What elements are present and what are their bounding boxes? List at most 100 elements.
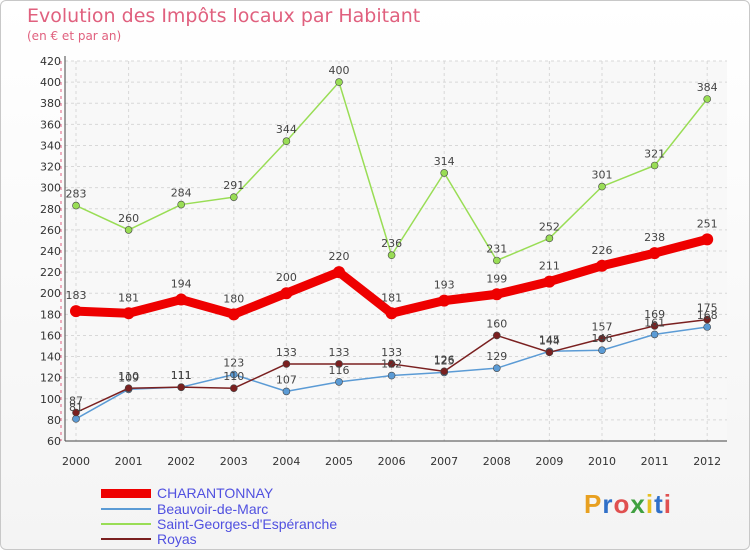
legend-label: CHARANTONNAY xyxy=(157,485,274,501)
x-tick-label: 2010 xyxy=(588,455,616,468)
data-label: 314 xyxy=(434,155,455,168)
data-point xyxy=(124,384,133,393)
data-point xyxy=(230,370,238,379)
y-tick-label: 280 xyxy=(40,203,61,216)
data-point xyxy=(335,78,343,86)
data-label: 81 xyxy=(69,401,83,414)
data-label: 260 xyxy=(118,212,139,225)
legend-item-royas: Royas xyxy=(101,531,197,547)
data-label: 144 xyxy=(539,334,560,347)
data-point xyxy=(175,293,188,306)
data-point xyxy=(492,364,501,372)
legend-swatch xyxy=(101,523,151,525)
legend-swatch xyxy=(101,538,151,540)
data-point xyxy=(72,415,80,423)
data-point xyxy=(227,308,240,321)
data-point xyxy=(70,305,82,318)
y-tick-label: 320 xyxy=(40,161,61,174)
data-label: 87 xyxy=(69,395,83,408)
data-label: 384 xyxy=(697,81,718,94)
x-tick-label: 2003 xyxy=(220,455,248,468)
data-label: 283 xyxy=(66,188,87,201)
data-label: 400 xyxy=(329,64,350,77)
y-tick-label: 420 xyxy=(40,55,61,68)
data-point xyxy=(650,330,659,339)
data-label: 107 xyxy=(276,373,297,386)
legend-label: Saint-Georges-d'Espéranche xyxy=(157,516,338,532)
data-point xyxy=(333,266,345,279)
data-point xyxy=(703,95,712,103)
x-tick-label: 2011 xyxy=(641,455,669,468)
data-label: 252 xyxy=(539,220,560,233)
data-point xyxy=(335,378,343,386)
logo-letter: o xyxy=(613,489,631,519)
data-point xyxy=(72,201,80,210)
data-label: 199 xyxy=(486,272,507,285)
data-label: 133 xyxy=(276,346,297,359)
data-label: 169 xyxy=(644,308,665,321)
legend-item-charantonnay: CHARANTONNAY xyxy=(101,485,273,501)
x-tick-label: 2004 xyxy=(272,455,300,468)
data-label: 220 xyxy=(329,250,350,263)
data-point xyxy=(701,233,714,246)
y-tick-label: 400 xyxy=(40,76,61,89)
data-label: 238 xyxy=(644,231,665,244)
data-label: 168 xyxy=(697,309,718,322)
data-label: 200 xyxy=(276,271,297,284)
legend-swatch xyxy=(101,488,151,498)
x-tick-label: 2008 xyxy=(483,455,511,468)
data-label: 123 xyxy=(223,357,244,370)
data-label: 129 xyxy=(486,350,507,363)
x-tick-label: 2012 xyxy=(693,455,721,468)
data-point xyxy=(598,346,606,355)
x-tick-label: 2009 xyxy=(535,455,563,468)
data-point xyxy=(387,360,396,368)
data-point xyxy=(490,288,503,301)
x-tick-label: 2006 xyxy=(378,455,406,468)
data-label: 126 xyxy=(434,353,455,366)
data-label: 111 xyxy=(171,369,192,382)
data-label: 211 xyxy=(539,260,560,273)
data-point xyxy=(177,383,185,391)
data-point xyxy=(438,294,451,307)
data-label: 251 xyxy=(697,217,718,230)
legend-item-beauvoir-de-marc: Beauvoir-de-Marc xyxy=(101,501,268,517)
data-label: 161 xyxy=(644,316,665,329)
legend-label: Beauvoir-de-Marc xyxy=(157,501,269,517)
y-tick-label: 60 xyxy=(47,435,61,448)
logo-letter: r xyxy=(602,489,614,519)
data-point xyxy=(124,226,133,234)
data-label: 301 xyxy=(592,169,613,182)
data-label: 175 xyxy=(697,302,718,315)
y-tick-label: 300 xyxy=(40,182,61,195)
data-point xyxy=(440,367,449,376)
data-point xyxy=(703,323,712,331)
y-tick-label: 80 xyxy=(47,414,61,427)
legend-item-saint-georges: Saint-Georges-d'Espéranche xyxy=(101,516,337,532)
data-label: 344 xyxy=(276,123,297,136)
y-tick-label: 100 xyxy=(40,393,61,406)
x-tick-label: 2005 xyxy=(325,455,353,468)
data-label: 110 xyxy=(118,370,139,383)
y-tick-label: 260 xyxy=(40,224,61,237)
data-point xyxy=(598,334,606,343)
data-label: 146 xyxy=(592,332,613,345)
data-label: 180 xyxy=(223,292,244,305)
data-point xyxy=(282,387,291,396)
data-label: 181 xyxy=(381,291,402,304)
data-label: 236 xyxy=(381,237,402,250)
data-label: 109 xyxy=(118,371,139,384)
y-tick-label: 200 xyxy=(40,287,61,300)
data-point xyxy=(387,371,396,380)
data-label: 133 xyxy=(381,346,402,359)
logo-letter: t xyxy=(654,489,664,519)
logo-letter: P xyxy=(584,489,603,519)
data-point xyxy=(280,287,293,300)
x-tick-label: 2000 xyxy=(62,455,90,468)
data-label: 116 xyxy=(329,364,350,377)
data-point xyxy=(122,307,135,320)
data-label: 133 xyxy=(329,346,350,359)
data-label: 284 xyxy=(171,187,192,200)
